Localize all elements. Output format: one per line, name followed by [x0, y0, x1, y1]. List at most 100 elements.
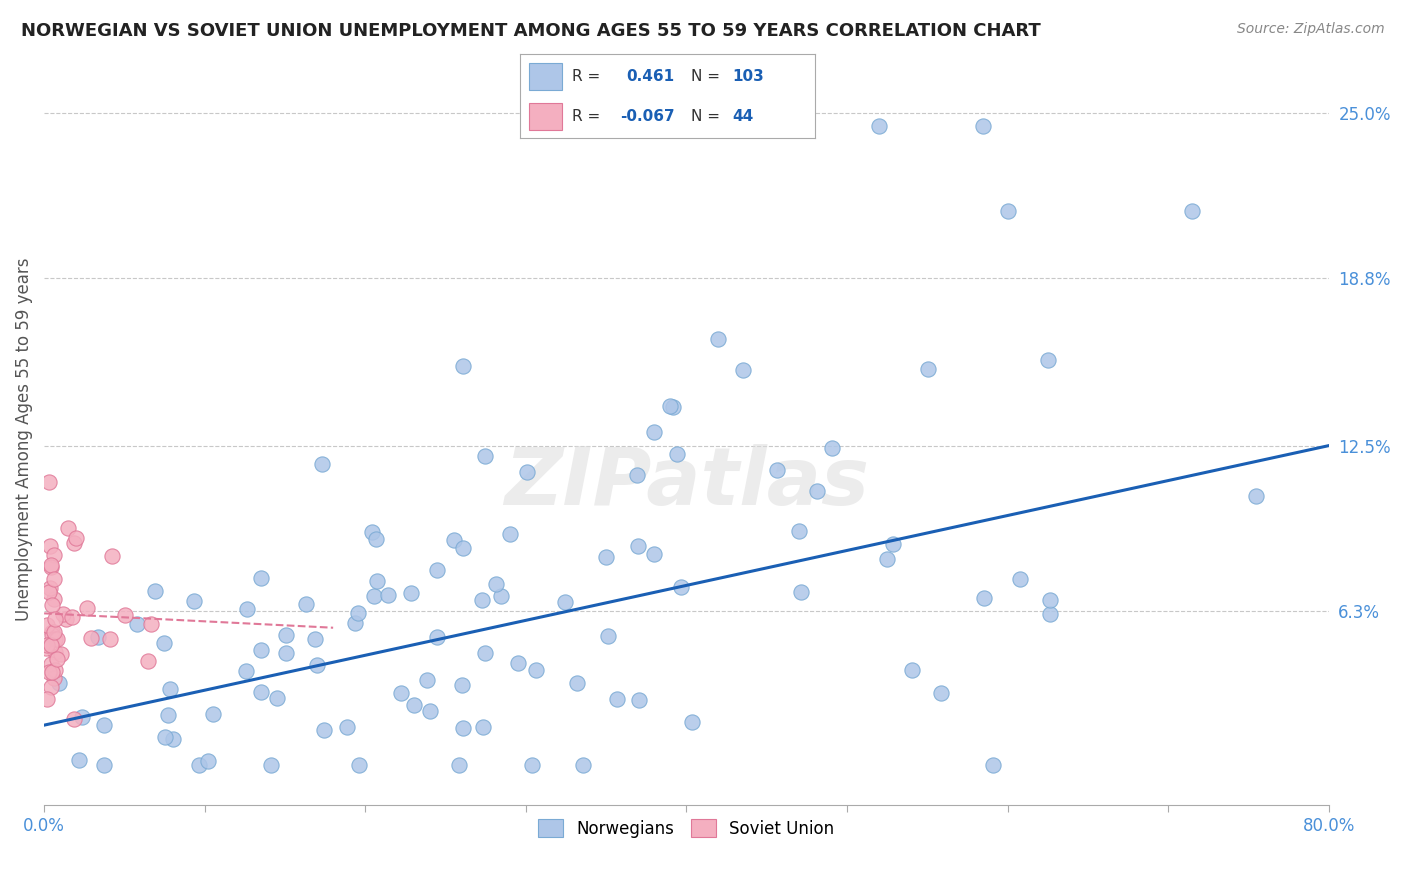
Point: [70, 709, 93, 723]
Point: [38, 475, 60, 489]
Point: [39, 560, 62, 574]
Point: [45, 632, 67, 646]
Point: [41, 680, 63, 694]
Point: [659, 399, 682, 413]
Point: [274, 628, 297, 642]
Point: [52, 607, 75, 621]
Text: -0.067: -0.067: [620, 109, 675, 124]
Point: [39, 657, 62, 671]
Point: [311, 457, 333, 471]
Point: [312, 723, 335, 737]
Point: [41, 625, 63, 640]
Point: [606, 692, 628, 706]
Point: [236, 602, 259, 616]
Point: [62, 712, 84, 726]
Point: [524, 663, 547, 677]
Point: [508, 656, 530, 670]
Point: [363, 589, 385, 603]
Point: [643, 547, 665, 561]
Y-axis label: Unemployment Among Ages 55 to 59 years: Unemployment Among Ages 55 to 59 years: [15, 257, 32, 621]
Point: [669, 580, 692, 594]
Point: [143, 583, 166, 598]
Point: [114, 608, 136, 623]
Point: [139, 616, 162, 631]
Point: [42, 549, 65, 563]
Bar: [529, 62, 561, 90]
Point: [159, 682, 181, 697]
Point: [666, 447, 689, 461]
Text: R =: R =: [572, 109, 600, 124]
Point: [419, 704, 441, 718]
Point: [766, 463, 789, 477]
Point: [364, 533, 387, 547]
Point: [42, 572, 65, 586]
Point: [707, 332, 730, 346]
Point: [153, 730, 176, 744]
Point: [39, 638, 62, 652]
Text: 103: 103: [733, 69, 765, 84]
Point: [447, 758, 470, 772]
Point: [80, 631, 103, 645]
Point: [453, 722, 475, 736]
Point: [197, 754, 219, 768]
Point: [882, 536, 904, 550]
Point: [51, 648, 73, 662]
Point: [1036, 353, 1059, 368]
Point: [901, 663, 924, 677]
Point: [162, 731, 184, 746]
Point: [35, 640, 58, 655]
Point: [56, 521, 79, 535]
Point: [67, 753, 90, 767]
Point: [917, 362, 939, 376]
Point: [250, 685, 273, 699]
Point: [787, 524, 810, 539]
Point: [973, 591, 995, 606]
Point: [266, 691, 288, 706]
Point: [415, 673, 437, 688]
Point: [44, 592, 66, 607]
Text: NORWEGIAN VS SOVIET UNION UNEMPLOYMENT AMONG AGES 55 TO 59 YEARS CORRELATION CHA: NORWEGIAN VS SOVIET UNION UNEMPLOYMENT A…: [21, 22, 1040, 40]
Point: [443, 533, 465, 547]
Point: [101, 549, 124, 564]
Point: [37, 691, 59, 706]
Text: 44: 44: [733, 109, 754, 124]
Point: [35, 618, 58, 632]
Point: [307, 657, 329, 672]
Point: [499, 527, 522, 541]
Text: R =: R =: [572, 69, 600, 84]
Point: [876, 551, 898, 566]
Point: [39, 582, 62, 596]
Point: [972, 120, 994, 134]
Point: [93, 758, 115, 772]
Point: [44, 612, 66, 626]
Point: [806, 483, 828, 498]
Point: [389, 686, 412, 700]
Point: [336, 720, 359, 734]
Text: ZIPatlas: ZIPatlas: [503, 444, 869, 522]
Point: [41, 628, 63, 642]
Point: [1039, 593, 1062, 607]
Point: [471, 593, 494, 607]
Point: [1008, 573, 1031, 587]
Point: [485, 577, 508, 591]
Point: [626, 468, 648, 483]
Point: [681, 715, 703, 730]
Point: [377, 588, 399, 602]
Point: [38, 539, 60, 553]
Point: [595, 550, 617, 565]
Point: [366, 574, 388, 589]
Point: [399, 586, 422, 600]
Point: [868, 120, 890, 134]
Point: [41, 665, 63, 679]
Point: [153, 636, 176, 650]
Point: [235, 664, 257, 678]
Point: [1039, 607, 1062, 621]
Point: [344, 615, 367, 630]
Point: [733, 363, 755, 377]
Point: [39, 558, 62, 573]
Point: [627, 539, 650, 553]
Point: [1181, 204, 1204, 219]
Point: [628, 693, 651, 707]
Text: N =: N =: [692, 69, 720, 84]
Point: [41, 599, 63, 613]
